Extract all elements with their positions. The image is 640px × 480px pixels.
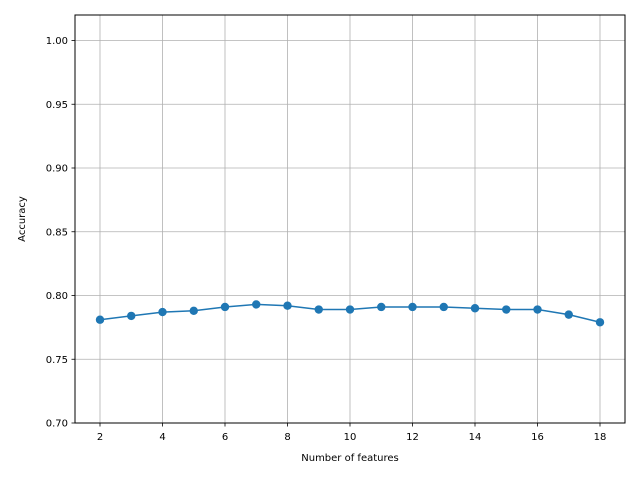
data-point [283, 301, 292, 310]
x-axis-label: Number of features [301, 453, 398, 464]
data-series [95, 300, 605, 327]
data-point [470, 304, 480, 313]
x-tick-label: 16 [531, 432, 544, 443]
y-tick-label: 0.70 [46, 419, 68, 430]
x-tick-label: 14 [469, 432, 482, 443]
data-point [502, 305, 511, 314]
y-tick-label: 0.85 [46, 227, 68, 238]
data-point [595, 318, 605, 327]
y-tick-label: 0.75 [46, 355, 68, 366]
x-tick-label: 12 [406, 432, 419, 443]
x-tick-label: 8 [284, 432, 290, 443]
grid-lines [75, 15, 625, 424]
x-tick-label: 4 [159, 432, 165, 443]
data-point [158, 307, 167, 317]
y-axis-label: Accuracy [17, 196, 28, 242]
y-tick-label: 1.00 [46, 36, 68, 47]
data-point [439, 302, 448, 312]
data-point [377, 302, 386, 312]
data-point [127, 311, 136, 321]
data-point [345, 305, 355, 314]
x-tick-label: 6 [222, 432, 228, 443]
data-point [533, 305, 542, 314]
y-tick-label: 0.80 [46, 291, 68, 302]
data-point [220, 302, 230, 312]
data-point [408, 302, 417, 312]
data-point [189, 306, 198, 315]
data-point [252, 300, 261, 309]
x-axis-ticks: 2 4 6 8 10 12 14 16 18 [97, 423, 607, 443]
data-point [95, 315, 105, 324]
x-tick-label: 2 [97, 432, 103, 443]
y-axis-ticks: 0.70 0.75 0.80 0.85 0.90 0.95 1.00 [46, 36, 75, 430]
data-point [314, 305, 323, 314]
data-point [564, 310, 573, 319]
x-tick-label: 10 [344, 432, 357, 443]
x-tick-label: 18 [594, 432, 607, 443]
y-tick-label: 0.90 [46, 164, 68, 175]
y-tick-label: 0.95 [46, 100, 68, 111]
